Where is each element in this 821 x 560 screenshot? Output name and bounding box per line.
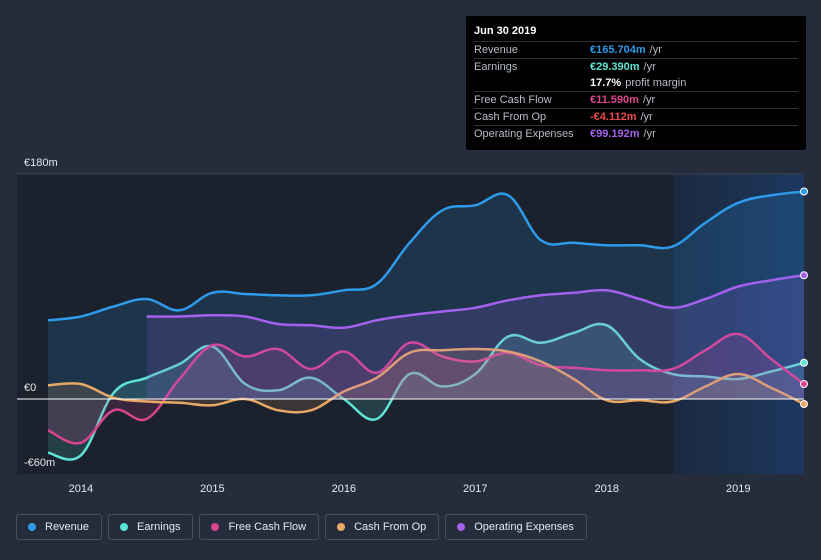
legend-item-cash-from-op[interactable]: Cash From Op xyxy=(325,514,440,540)
legend-dot-icon xyxy=(337,523,346,531)
tooltip-row-unit: /yr xyxy=(643,128,656,140)
tooltip-row-label: Earnings xyxy=(474,61,518,73)
legend-dot-icon xyxy=(457,523,466,531)
y-tick-label: -€60m xyxy=(24,457,55,469)
tooltip-row: Revenue €165.704m/yr xyxy=(474,41,798,58)
legend-dot-icon xyxy=(211,523,220,531)
legend-dot-icon xyxy=(28,523,36,531)
legend-label: Earnings xyxy=(137,521,181,533)
tooltip: Jun 30 2019 Revenue €165.704m/yr Earnings €… xyxy=(466,16,806,150)
x-tick-label: 2017 xyxy=(463,483,487,495)
tooltip-row-value: 17.7% xyxy=(590,77,622,89)
legend-label: Operating Expenses xyxy=(474,521,574,533)
revenue-end-marker xyxy=(800,187,808,196)
tooltip-row-unit: /yr xyxy=(640,111,653,123)
revenue-line xyxy=(47,190,805,322)
plot-background xyxy=(17,174,804,474)
y-tick-label: €0 xyxy=(24,382,36,394)
legend-label: Cash From Op xyxy=(354,521,427,533)
tooltip-row-value: -€4.112m xyxy=(590,111,637,123)
legend: Revenue Earnings Free Cash Flow Cash From O… xyxy=(16,514,587,540)
legend-item-free-cash-flow[interactable]: Free Cash Flow xyxy=(199,514,320,540)
cash-from-op-area xyxy=(48,348,804,413)
x-tick-label: 2019 xyxy=(726,483,750,495)
legend-item-earnings[interactable]: Earnings xyxy=(108,514,194,540)
tooltip-row-label: Operating Expenses xyxy=(474,128,574,140)
tooltip-date: Jun 30 2019 xyxy=(474,25,537,37)
tooltip-row-unit: /yr xyxy=(643,61,656,73)
x-tick-label: 2014 xyxy=(69,483,93,495)
tooltip-row-value: €165.704m xyxy=(590,44,646,56)
tooltip-row-value: €11.590m xyxy=(590,94,639,106)
forecast-shade xyxy=(673,174,804,474)
chart-area: €180m €0 -€60m 2014 2015 2016 2017 2018 2019 xyxy=(17,157,808,495)
tooltip-row-label: Revenue xyxy=(474,44,519,56)
free-cash-flow-end-marker xyxy=(800,380,808,388)
earnings-end-marker xyxy=(800,358,808,367)
free-cash-flow-line xyxy=(47,332,805,445)
legend-label: Free Cash Flow xyxy=(228,521,307,533)
legend-item-revenue[interactable]: Revenue xyxy=(16,514,103,540)
tooltip-row-unit: /yr xyxy=(649,44,662,56)
x-tick-label: 2015 xyxy=(200,483,224,495)
tooltip-row-label xyxy=(474,75,590,91)
earnings-area xyxy=(48,323,804,460)
y-tick-label: €180m xyxy=(24,157,58,169)
tooltip-row-unit: profit margin xyxy=(625,77,687,89)
tooltip-row: Operating Expenses €99.192m/yr xyxy=(474,125,798,142)
cash-from-op-end-marker xyxy=(800,400,808,408)
x-tick-label: 2018 xyxy=(595,483,619,495)
operating-expenses-area xyxy=(146,275,805,399)
tooltip-row: Free Cash Flow €11.590m/yr xyxy=(474,91,798,108)
revenue-area xyxy=(48,191,804,399)
legend-item-operating-expenses[interactable]: Operating Expenses xyxy=(445,514,587,540)
x-tick-label: 2016 xyxy=(332,483,356,495)
tooltip-row-value: €99.192m xyxy=(590,128,640,140)
legend-dot-icon xyxy=(120,523,129,531)
tooltip-row-label: Free Cash Flow xyxy=(474,94,552,106)
tooltip-row-label: Cash From Op xyxy=(474,111,547,123)
legend-label: Revenue xyxy=(45,521,90,533)
operating-expenses-end-marker xyxy=(800,271,808,280)
tooltip-row: Earnings €29.390m/yr xyxy=(474,58,798,75)
free-cash-flow-area xyxy=(48,333,804,444)
cash-from-op-line xyxy=(47,347,805,414)
tooltip-row-unit: /yr xyxy=(642,94,656,106)
tooltip-row: 17.7% profit margin xyxy=(474,75,798,91)
tooltip-row-value: €29.390m xyxy=(590,61,640,73)
operating-expenses-line xyxy=(146,274,805,330)
tooltip-row: Cash From Op -€4.112m/yr xyxy=(474,108,798,125)
earnings-line xyxy=(47,322,805,461)
